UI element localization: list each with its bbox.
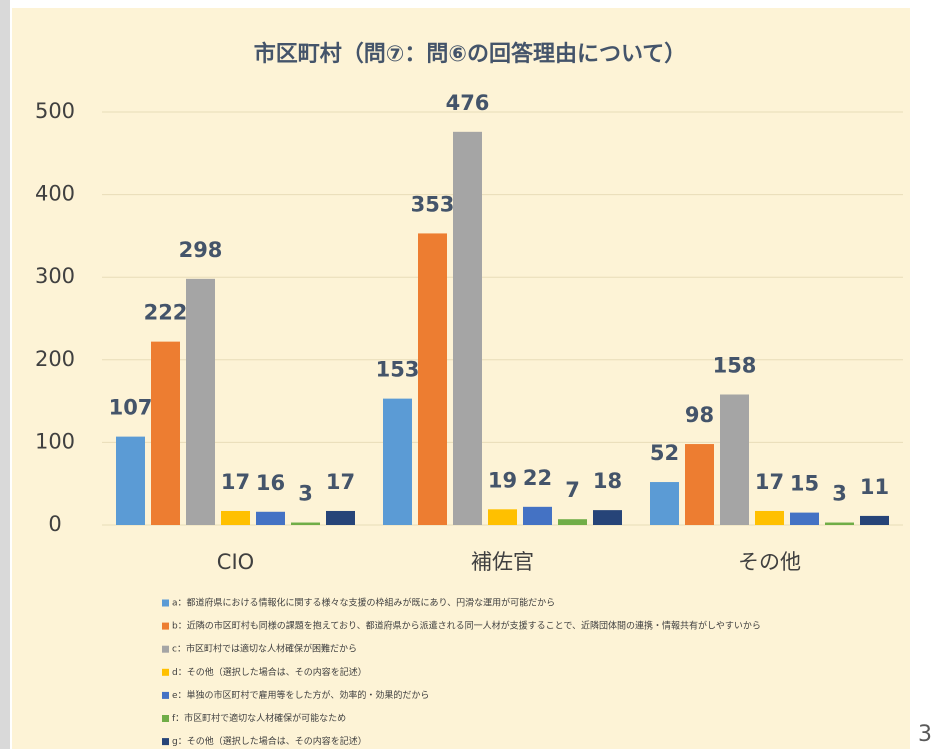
legend-label: a：都道府県における情報化に関する様々な支援の枠組みが既にあり、円滑な運用が可能…: [172, 597, 555, 609]
bar: [790, 512, 819, 525]
data-label: 153: [376, 358, 420, 382]
x-tick-label: その他: [738, 550, 801, 574]
data-label: 222: [144, 301, 188, 325]
y-tick-label: 300: [35, 264, 75, 288]
data-label: 158: [713, 353, 757, 377]
bar: [256, 511, 285, 525]
legend-swatch: [162, 668, 169, 676]
data-label: 19: [488, 468, 517, 492]
x-tick-label: 補佐官: [471, 550, 534, 574]
x-tick-label: CIO: [217, 550, 254, 574]
data-label: 353: [411, 192, 455, 216]
bar: [650, 482, 679, 525]
bar: [593, 510, 622, 525]
legend-label: e：単独の市区町村で雇用等をした方が、効率的・効果的だから: [172, 689, 429, 701]
y-tick-label: 0: [48, 512, 61, 536]
data-label: 7: [565, 478, 580, 502]
bar: [860, 515, 889, 525]
data-label: 3: [832, 482, 847, 506]
bar: [720, 394, 749, 525]
data-label: 16: [256, 471, 285, 495]
data-label: 22: [523, 466, 552, 490]
bar: [116, 436, 145, 525]
bar: [523, 506, 552, 525]
data-label: 107: [109, 396, 153, 420]
y-tick-label: 100: [35, 429, 75, 453]
bar: [755, 510, 784, 525]
y-tick-label: 500: [35, 99, 75, 123]
bar: [418, 233, 447, 525]
legend-swatch: [162, 691, 169, 699]
data-label: 52: [650, 441, 679, 465]
legend-label: g：その他（選択した場合は、その内容を記述）: [172, 735, 367, 747]
bar: [488, 509, 517, 525]
left-edge: [0, 0, 10, 749]
bar: [326, 510, 355, 525]
data-label: 17: [221, 470, 250, 494]
data-label: 3: [298, 482, 313, 506]
data-label: 476: [446, 91, 490, 115]
legend-swatch: [162, 715, 169, 722]
data-label: 11: [860, 475, 889, 499]
y-tick-label: 400: [35, 182, 75, 206]
legend-swatch: [162, 645, 169, 653]
legend-label: d：その他（選択した場合は、その内容を記述）: [172, 666, 367, 678]
legend-swatch: [162, 738, 169, 746]
y-tick-label: 200: [35, 347, 75, 371]
chart-title: 市区町村（問⑦：問⑥の回答理由について）: [254, 41, 687, 67]
bar: [291, 522, 320, 525]
data-label: 18: [593, 469, 622, 493]
bar: [186, 278, 215, 525]
legend-label: f：市区町村で適切な人材確保が可能なため: [172, 712, 346, 724]
legend-label: b：近隣の市区町村も同様の課題を抱えており、都道府県から派遣される同一人材が支援…: [172, 620, 761, 632]
legend-swatch: [162, 622, 169, 630]
legend-swatch: [162, 599, 169, 607]
data-label: 298: [179, 238, 223, 262]
bar: [383, 398, 412, 525]
page-number: 3: [918, 722, 932, 747]
bar: [558, 519, 587, 525]
bar: [453, 131, 482, 525]
bar: [825, 522, 854, 525]
bar: [221, 510, 250, 525]
data-label: 17: [755, 470, 784, 494]
legend-label: c：市区町村では適切な人材確保が困難だから: [172, 643, 357, 655]
data-label: 15: [790, 472, 819, 496]
bar: [151, 341, 180, 525]
data-label: 98: [685, 403, 714, 427]
bar: [685, 444, 714, 525]
data-label: 17: [326, 470, 355, 494]
